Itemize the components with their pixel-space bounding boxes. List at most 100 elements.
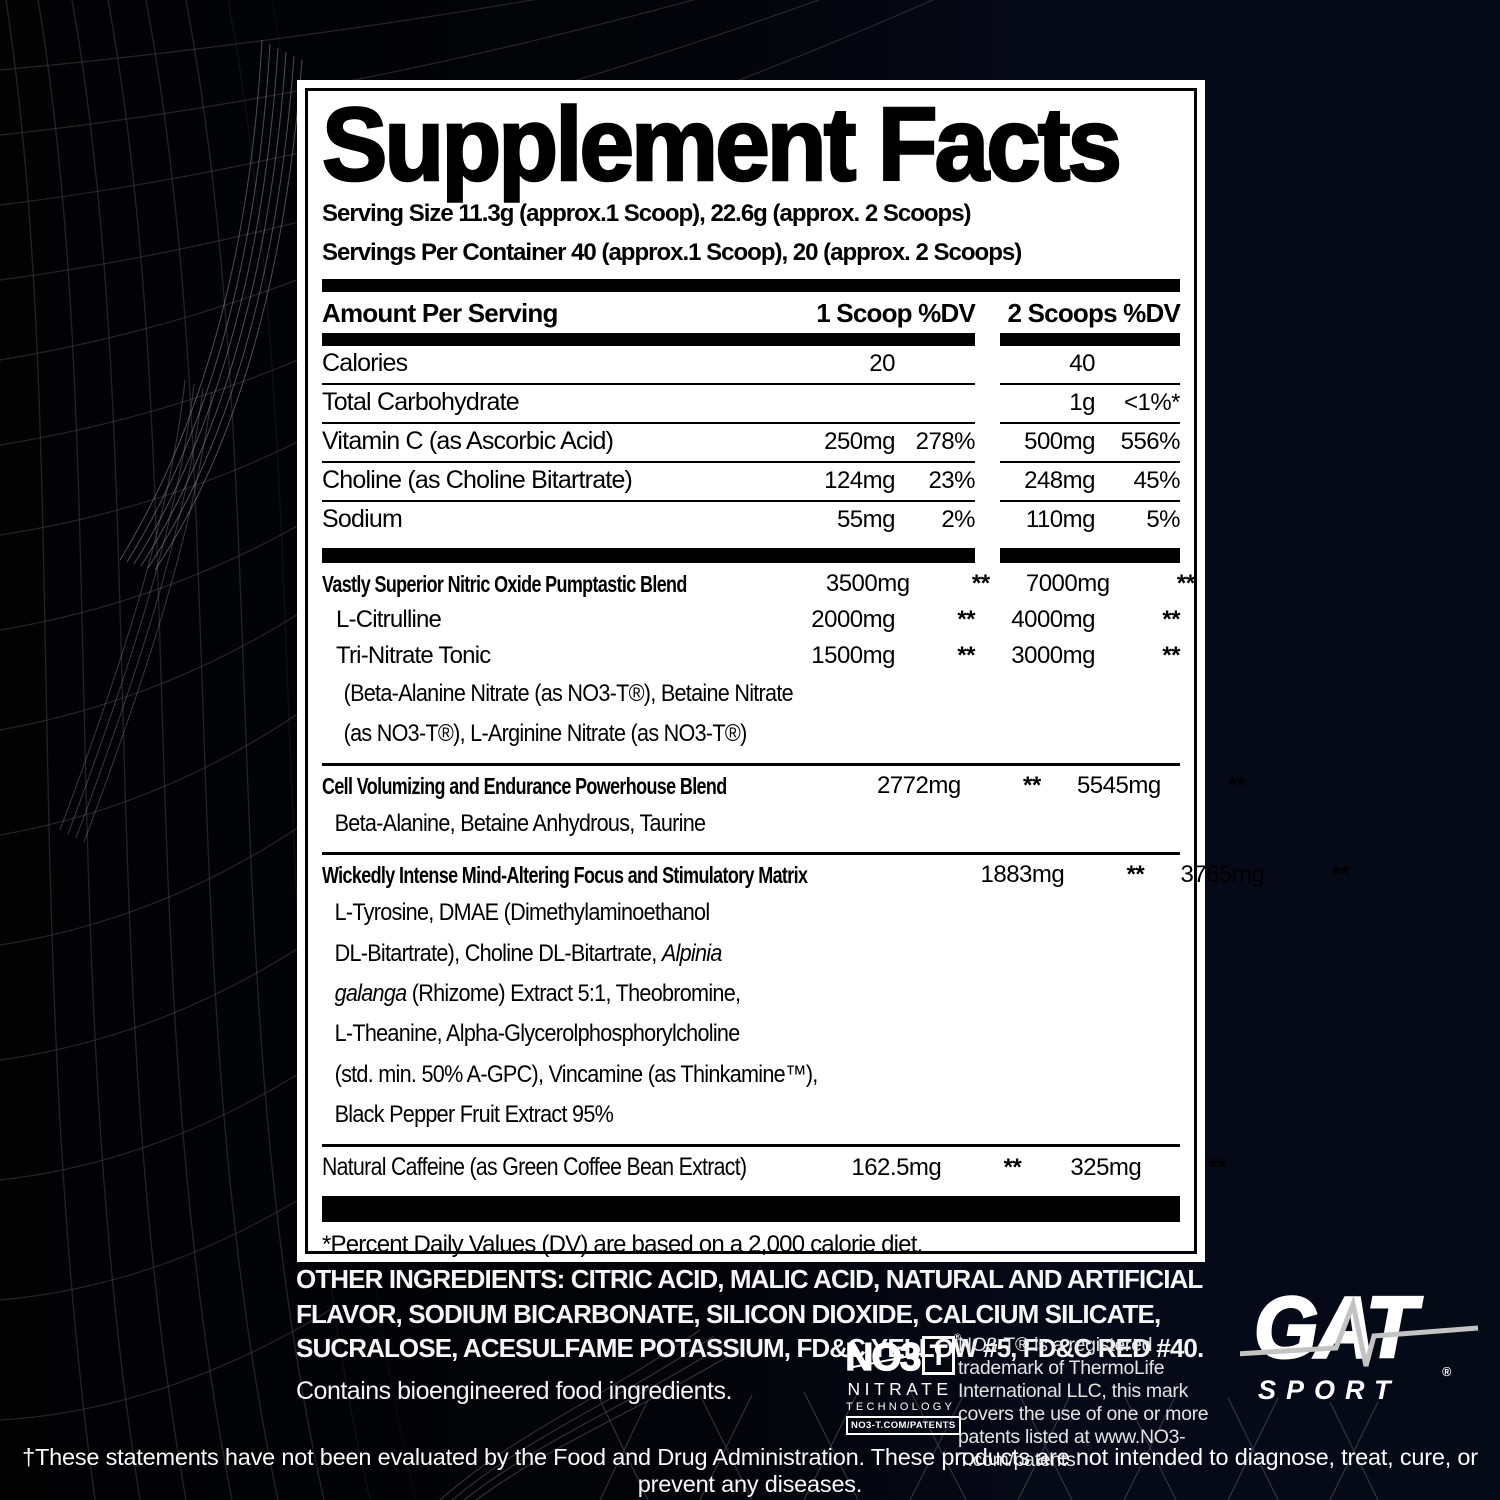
bioengineered-note: Contains bioengineered food ingredients. <box>296 1376 732 1405</box>
no3t-wordmark: NO3 T ® <box>845 1333 961 1379</box>
blend-dv-1: ** <box>971 570 990 597</box>
nutrient-dv-2: 556% <box>1095 425 1181 463</box>
table-row-natural-caffeine: Natural Caffeine (as Green Coffee Bean E… <box>322 1150 1227 1187</box>
blend-amount-1: 3500mg <box>825 570 910 597</box>
nutrient-dv-1 <box>895 375 975 385</box>
ingredient-dv-1: ** <box>957 606 975 633</box>
nutrient-amount-2: 1g <box>1000 386 1096 424</box>
other-ingredients-paragraph: OTHER INGREDIENTS: CITRIC ACID, MALIC AC… <box>296 1262 1213 1408</box>
divider-bar-right <box>1000 333 1180 346</box>
supplement-facts-title: Supplement Facts <box>321 86 1123 204</box>
nutrient-amount-2: 500mg <box>1000 425 1096 463</box>
blend-description: (std. min. 50% A-GPC), Vincamine (as Thi… <box>334 1060 819 1088</box>
gat-wordmark: GAT ® <box>1253 1284 1475 1378</box>
blend-dv-2: ** <box>1176 570 1195 597</box>
ingredient-dv-2: ** <box>1208 1153 1227 1181</box>
nutrient-name: Vitamin C (as Ascorbic Acid) <box>322 424 775 463</box>
blend-description: L-Theanine, Alpha-Glycerolphosphorylchol… <box>334 1020 741 1048</box>
blend-amount-2: 3765mg <box>1180 861 1265 889</box>
blend-description-row: Black Pepper Fruit Extract 95% <box>322 1096 1180 1136</box>
table-row-tri-nitrate-tonic: Tri-Nitrate Tonic 1500mg ** 3000mg ** <box>322 639 1181 675</box>
nutrient-dv-1: 23% <box>895 464 976 502</box>
table-row-vitamin-c: Vitamin C (as Ascorbic Acid) 250mg 278% … <box>322 424 1181 463</box>
footnote-daily-values: *Percent Daily Values (DV) are based on … <box>322 1230 923 1258</box>
patents-url-box: NO3-T.COM/PATENTS <box>846 1416 961 1435</box>
blend-dv-1: ** <box>1126 861 1145 889</box>
blend-description-row: (std. min. 50% A-GPC), Vincamine (as Thi… <box>322 1056 1180 1096</box>
nutrient-amount-2: 40 <box>1000 347 1096 385</box>
blend-description: Black Pepper Fruit Extract 95% <box>334 1101 614 1129</box>
nutrient-dv-2: 5% <box>1146 506 1180 533</box>
nutrient-dv-2: 45% <box>1095 464 1181 502</box>
section-separator <box>322 762 1180 766</box>
blend-name: Cell Volumizing and Endurance Powerhouse… <box>322 772 727 799</box>
divider-bar-left <box>322 333 975 346</box>
gat-sport-logo: GAT ® SPORT <box>1240 1284 1484 1425</box>
sport-text: SPORT <box>1258 1375 1401 1406</box>
nutrient-amount-1: 55mg <box>836 506 896 533</box>
no3-t-box: T ® <box>922 1333 961 1375</box>
other-ingredients-label: OTHER INGREDIENTS: <box>296 1264 565 1294</box>
blend-amount-1: 1883mg <box>980 861 1065 889</box>
divider-bar-left <box>322 548 975 563</box>
blend-description: L-Tyrosine, DMAE (Dimethylaminoethanol <box>334 899 711 927</box>
ingredient-name: Natural Caffeine (as Green Coffee Bean E… <box>322 1152 747 1181</box>
column-1-scoop-dv: 1 Scoop %DV <box>816 298 976 328</box>
blend-dv-2: ** <box>1228 771 1246 799</box>
table-header-row: Amount Per Serving 1 Scoop %DV 2 Scoops … <box>322 292 1181 333</box>
ingredient-dv-2: ** <box>1162 606 1180 633</box>
divider-bars-header <box>322 333 1180 346</box>
table-row-l-citrulline: L-Citrulline 2000mg ** 4000mg ** <box>322 603 1181 639</box>
ingredient-amount-2: 3000mg <box>1011 642 1095 669</box>
nutrient-dv-2: <1%* <box>1095 386 1181 424</box>
blend-name: Vastly Superior Nitric Oxide Pumptastic … <box>322 571 687 597</box>
nutrient-amount-1: 124mg <box>775 464 896 502</box>
ingredient-amount-1: 2000mg <box>811 606 895 633</box>
description-italic-text: Alpinia <box>661 939 723 967</box>
divider-bar-bottom <box>322 1195 1180 1222</box>
section-separator <box>322 1143 1180 1147</box>
ingredient-amount-2: 4000mg <box>1011 606 1095 633</box>
description-text: (Rhizome) Extract 5:1, Theobromine, <box>406 979 741 1007</box>
serving-size-line: Serving Size 11.3g (approx.1 Scoop), 22.… <box>322 200 972 227</box>
ingredient-amount-1: 1500mg <box>811 642 895 669</box>
ingredient-amount-1: 162.5mg <box>851 1153 942 1181</box>
nutrient-name: Calories <box>322 346 775 385</box>
pulse-line-icon <box>1240 1295 1479 1367</box>
ingredient-dv-1: ** <box>1003 1153 1022 1181</box>
gat-letters: GAT <box>1253 1280 1418 1376</box>
ingredient-name: L-Citrulline <box>336 606 442 633</box>
other-ingredients-text: CITRIC ACID, MALIC ACID, NATURAL AND ART… <box>296 1264 1204 1364</box>
blend-description-row: Beta-Alanine, Betaine Anhydrous, Taurine <box>322 805 1180 845</box>
no3t-trademark-notice: NO3-T® is a registered trademark of Ther… <box>958 1334 1209 1471</box>
nutrient-amount-1: 20 <box>775 347 896 385</box>
supplement-facts-border: Supplement Facts Serving Size 11.3g (app… <box>305 86 1350 1289</box>
blend-amount-1: 2772mg <box>876 771 961 799</box>
footnote-dv-not-established: **Daily Value not established. <box>322 1261 612 1289</box>
blend-description: Beta-Alanine, Betaine Anhydrous, Taurine <box>334 809 706 837</box>
nutrient-dv-2 <box>1095 375 1180 385</box>
nutrient-name: Choline (as Choline Bitartrate) <box>322 463 775 502</box>
blend-description-row: (as NO3-T®), L-Arginine Nitrate (as NO3-… <box>322 715 1180 755</box>
table-row-total-carbohydrate: Total Carbohydrate 1g <1%* <box>322 385 1181 424</box>
divider-bars-blends <box>322 548 1180 563</box>
divider-bar-top <box>322 279 1180 292</box>
nutrient-amount-2: 110mg <box>1025 506 1096 533</box>
nutrient-dv-1: 278% <box>895 425 976 463</box>
blend-description: (as NO3-T®), L-Arginine Nitrate (as NO3-… <box>343 720 748 748</box>
divider-bar-right <box>1000 548 1180 563</box>
column-2-scoops-dv: 2 Scoops %DV <box>1007 298 1181 328</box>
nutrient-name: Sodium <box>322 505 403 533</box>
no3-letters: NO3 <box>845 1335 922 1379</box>
blend-description-row: (Beta-Alanine Nitrate (as NO3-T®), Betai… <box>322 675 1180 715</box>
no3-t-letter: T <box>929 1339 948 1372</box>
nitrate-text: NITRATE <box>847 1379 953 1399</box>
nutrient-name: Total Carbohydrate <box>322 385 775 424</box>
table-row-blend-focus-matrix: Wickedly Intense Mind-Altering Focus and… <box>322 858 1350 894</box>
blend-description-row: galanga (Rhizome) Extract 5:1, Theobromi… <box>322 975 1180 1015</box>
section-separator <box>322 852 1180 856</box>
ingredient-dv-1: ** <box>957 642 975 669</box>
blend-amount-2: 5545mg <box>1076 771 1161 799</box>
blend-description: DL-Bitartrate), Choline DL-Bitartrate, A… <box>322 935 910 975</box>
